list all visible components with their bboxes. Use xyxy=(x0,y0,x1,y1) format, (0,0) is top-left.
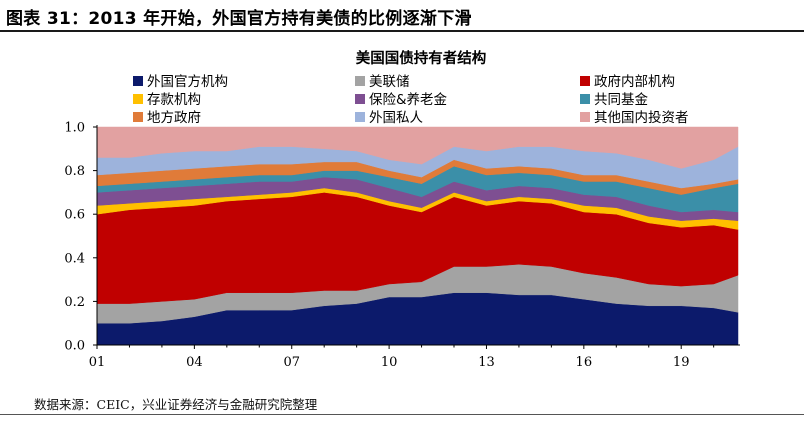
footer-divider xyxy=(0,414,804,415)
legend-swatch-5 xyxy=(355,94,365,104)
x-tick-label-5: 13 xyxy=(478,355,495,370)
legend-label-4: 存款机构 xyxy=(147,92,201,108)
y-tick-label-1: 0.0 xyxy=(64,339,85,354)
legend-swatch-4 xyxy=(133,94,143,104)
legend-label-3: 政府内部机构 xyxy=(594,74,675,90)
legend-label-6: 共同基金 xyxy=(594,91,648,108)
figure-title: 图表 31：2013 年开始，外国官方持有美债的比例逐渐下滑 xyxy=(6,9,472,29)
source-note: 数据来源：CEIC，兴业证券经济与金融研究院整理 xyxy=(34,397,318,412)
chart-title: 美国国债持有者结构 xyxy=(356,49,487,67)
legend-swatch-2 xyxy=(355,76,365,86)
y-tick-label-4: 0.6 xyxy=(64,208,85,223)
legend-swatch-8 xyxy=(355,112,365,122)
x-tick-label-1: 01 xyxy=(89,355,106,370)
x-tick-label-3: 07 xyxy=(283,355,300,370)
y-tick-label-5: 0.8 xyxy=(64,164,85,179)
x-tick-label-7: 19 xyxy=(673,355,690,370)
title-divider xyxy=(0,30,804,32)
x-tick-label-2: 04 xyxy=(186,355,203,370)
area-series-group xyxy=(96,126,739,346)
legend-label-2: 美联储 xyxy=(369,74,410,90)
legend-label-1: 外国官方机构 xyxy=(147,74,228,90)
legend-label-7: 地方政府 xyxy=(147,110,201,126)
legend-swatch-9 xyxy=(580,112,590,122)
legend-swatch-1 xyxy=(133,76,143,86)
legend-swatch-7 xyxy=(133,112,143,122)
y-tick-label-6: 1.0 xyxy=(64,121,85,136)
legend-label-5: 保险&养老金 xyxy=(369,92,448,108)
legend-swatch-3 xyxy=(580,76,590,86)
legend-swatch-6 xyxy=(580,94,590,104)
x-tick-label-4: 10 xyxy=(381,355,398,370)
legend-label-8: 外国私人 xyxy=(369,110,423,126)
x-tick-label-6: 16 xyxy=(576,355,593,370)
axes: 0.0 0.2 0.4 0.6 0.8 1.0 01 04 07 10 13 16 19 xyxy=(64,121,740,370)
y-tick-label-2: 0.2 xyxy=(64,295,85,310)
legend-label-9: 其他国内投资者 xyxy=(594,110,689,126)
y-tick-label-3: 0.4 xyxy=(64,251,85,266)
area-series-9 xyxy=(96,126,739,169)
